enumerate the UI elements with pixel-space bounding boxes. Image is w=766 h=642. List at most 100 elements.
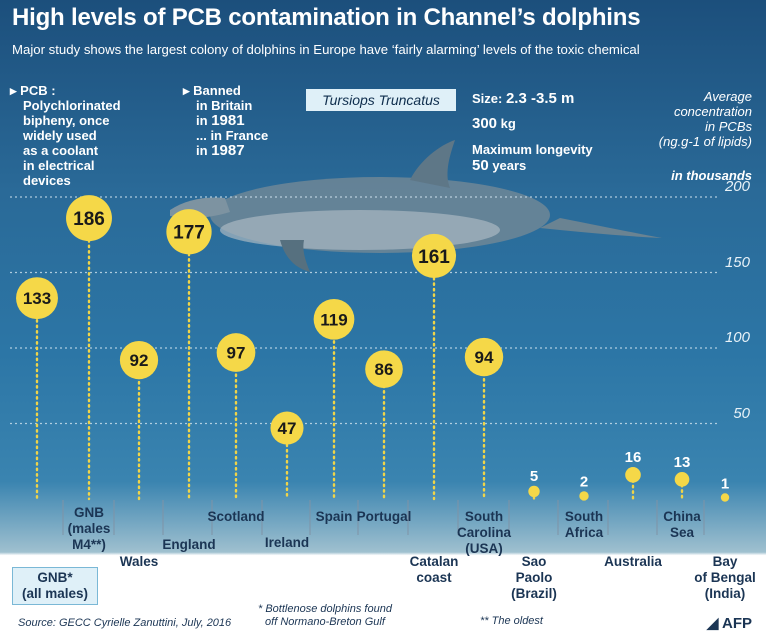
y-tick-label: 150 <box>724 253 750 271</box>
category-label-line: Ireland <box>264 535 310 550</box>
value-bubble <box>674 472 690 487</box>
size-label: Size: <box>472 91 503 106</box>
value-bubble <box>270 411 304 445</box>
category-label-line: Spain <box>315 509 353 524</box>
category-label-line: Africa <box>564 525 604 540</box>
value-bubble <box>625 467 641 483</box>
category-label-line: GNB <box>74 505 104 520</box>
category-label-line: (males <box>67 521 111 536</box>
pcb-note-line: as a coolant <box>23 143 99 158</box>
value-label: 47 <box>278 419 297 438</box>
footnote-line: off Normano-Breton Gulf <box>265 616 385 628</box>
value-label: 177 <box>173 223 205 244</box>
category-label: England <box>144 537 234 553</box>
category-label-line: Australia <box>604 554 662 569</box>
value-label: 161 <box>418 247 450 268</box>
weight-fact: 300 kg <box>472 115 516 132</box>
triangle-icon: ▸ <box>183 83 190 98</box>
category-label-line: coast <box>416 570 452 585</box>
ban-year-britain: 1981 <box>211 112 245 129</box>
category-label-line: GNB* <box>37 570 73 585</box>
value-bubble <box>66 195 112 242</box>
longevity-unit: years <box>492 158 527 173</box>
category-label-line: Catalan <box>409 554 459 569</box>
category-label: Spain <box>289 509 379 525</box>
afp-credit: AFP <box>722 615 752 632</box>
footnote-line: * Bottlenose dolphins found <box>258 603 392 615</box>
category-label-line: Scotland <box>207 509 265 524</box>
value-bubble <box>119 340 159 380</box>
category-label-line: (India) <box>704 586 746 601</box>
y-tick-label: 200 <box>724 178 750 195</box>
category-label: GNB (males M4**) <box>44 505 134 553</box>
category-label: Sao Paolo (Brazil) <box>489 554 579 602</box>
category-label-line: Portugal <box>356 509 412 524</box>
pcb-note: ▸ PCB : Polychlorinated bipheny, once wi… <box>10 83 121 188</box>
value-bubbles: 133 186 92 177 97 47 119 86 161 94 5 2 16 13 1 <box>16 195 730 502</box>
category-label-line: England <box>162 537 216 552</box>
pcb-note-line: bipheny, once <box>23 113 110 128</box>
category-label-line: Sea <box>669 525 695 540</box>
value-label: 86 <box>375 360 394 379</box>
value-bubble <box>464 337 504 377</box>
weight-value: 300 <box>472 115 498 132</box>
legend-line: (ng.g-1 of lipids) <box>658 134 752 149</box>
ban-note-line: Banned <box>193 83 241 98</box>
category-label: Catalan coast <box>389 554 479 586</box>
category-label: Scotland <box>191 509 281 525</box>
gridlines <box>10 196 720 425</box>
value-label: 2 <box>580 473 588 490</box>
category-label: Portugal <box>339 509 429 525</box>
species-label: Tursiops Truncatus <box>306 89 456 111</box>
value-bubble <box>16 277 58 320</box>
category-label-line: (Brazil) <box>511 586 557 601</box>
weight-unit: kg <box>500 116 516 131</box>
value-label: 13 <box>674 454 691 471</box>
axis-legend: Average concentration in PCBs (ng.g-1 of… <box>659 89 752 149</box>
pcb-note-line: devices <box>23 173 71 188</box>
category-label: Ireland <box>242 535 332 551</box>
ban-note-line: in Britain <box>196 98 253 113</box>
dotted-stems <box>35 216 727 501</box>
value-label: 94 <box>475 348 494 367</box>
category-label-line: (all males) <box>21 586 89 601</box>
ban-year-france: 1987 <box>211 142 245 159</box>
category-label: Australia <box>588 554 678 570</box>
value-label: 119 <box>320 310 347 329</box>
pcb-note-line: Polychlorinated <box>23 98 121 113</box>
category-label-line: Bay <box>712 554 738 569</box>
value-label: 16 <box>625 449 642 466</box>
value-bubble <box>166 209 212 255</box>
footnote-oldest: ** The oldest <box>480 615 543 627</box>
category-label-line: South <box>464 509 504 524</box>
value-bubble <box>313 298 355 340</box>
ban-note-line: ... in France <box>196 128 269 143</box>
pcb-note-line: widely used <box>23 128 97 143</box>
chart-subtitle: Major study shows the largest colony of … <box>12 42 640 57</box>
pcb-note-line: in electrical <box>23 158 95 173</box>
category-label-line: of Bengal <box>694 570 756 585</box>
value-label: 5 <box>530 468 538 485</box>
footnote-bottlenose: * Bottlenose dolphins found off Normano-… <box>258 603 392 629</box>
longevity-value: 50 <box>472 157 489 174</box>
value-label: 133 <box>23 289 51 308</box>
value-bubble <box>411 233 457 278</box>
value-label: 1 <box>721 475 729 492</box>
size-fact: Size: 2.3 -3.5 m <box>472 90 574 107</box>
ban-note-line: in <box>196 113 208 128</box>
value-bubble <box>579 491 589 501</box>
size-value: 2.3 -3.5 m <box>505 90 575 107</box>
category-label-line: Sao <box>521 554 547 569</box>
category-label-line: Carolina <box>456 525 511 540</box>
category-label-line: (USA) <box>465 541 503 556</box>
value-bubble <box>216 333 256 372</box>
afp-mark-icon: ◢ <box>706 615 719 632</box>
ban-note-line: in <box>196 143 208 158</box>
legend-line: in PCBs <box>705 119 752 134</box>
value-label: 92 <box>130 351 149 370</box>
value-bubble <box>720 493 730 502</box>
legend-line: Average <box>703 89 752 104</box>
triangle-icon: ▸ <box>10 83 17 98</box>
